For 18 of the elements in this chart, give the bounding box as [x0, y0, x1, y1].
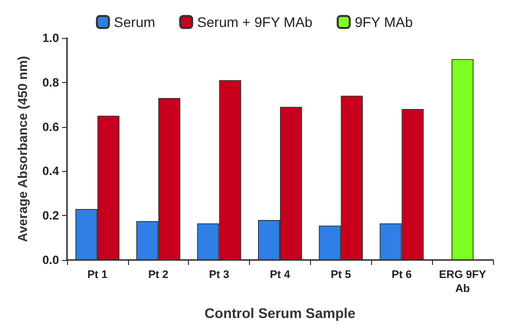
x-tick-label: Pt 5	[330, 269, 351, 281]
x-tick-label: Pt 4	[270, 269, 291, 281]
x-tick-label: Pt 6	[392, 269, 412, 281]
legend-label: Serum	[114, 14, 156, 30]
y-tick-label: 1.0	[42, 31, 60, 45]
y-axis-title: Average Absorbance (450 nm)	[15, 56, 30, 242]
x-axis-title: Control Serum Sample	[204, 305, 356, 321]
legend-label: 9FY MAb	[354, 14, 414, 30]
legend-label: Serum + 9FY MAb	[197, 14, 313, 30]
y-tick-label: 0.4	[42, 164, 60, 178]
x-tick-label: Pt 3	[209, 269, 230, 281]
x-tick-label: Pt 1	[87, 269, 108, 281]
x-tick-label: Pt 2	[148, 269, 168, 281]
y-tick-label: 0.6	[42, 120, 60, 134]
y-tick-label: 0.2	[42, 208, 60, 223]
y-tick-label: 0.0	[42, 253, 60, 267]
y-tick-label: 0.8	[42, 75, 60, 90]
x-tick-label: ERG 9FY Ab	[439, 269, 487, 295]
